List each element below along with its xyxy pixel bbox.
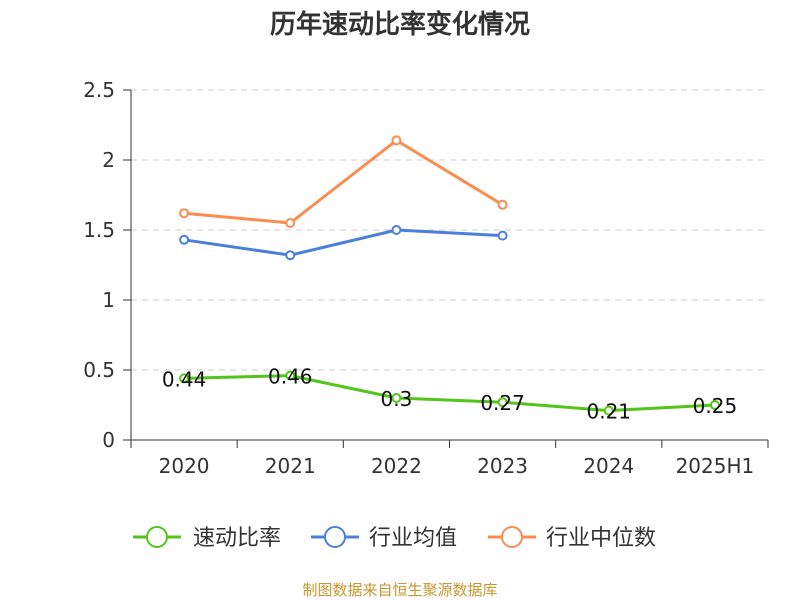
y-tick-label: 1 — [102, 288, 115, 312]
data-point[interactable] — [391, 225, 402, 235]
data-point[interactable] — [179, 373, 190, 384]
data-point[interactable] — [285, 370, 296, 381]
data-point[interactable] — [497, 230, 508, 241]
legend-label: 速动比率 — [193, 526, 281, 551]
series-line-1 — [183, 228, 503, 257]
x-tick-label: 2025H1 — [676, 454, 755, 478]
y-tick-label: 2 — [102, 148, 115, 172]
y-tick-label: 0.5 — [83, 358, 115, 382]
axes: 0 0.5 1 1.5 2 2.5 2020 2021 2022 2023 2024 2025H1 — [83, 78, 769, 478]
data-point[interactable] — [391, 135, 402, 146]
data-label: 0.27 — [480, 391, 525, 415]
legend-swatch-marker — [501, 526, 523, 548]
data-labels: 0.44 0.46 0.3 0.27 0.21 0.25 — [162, 365, 737, 424]
data-point[interactable] — [497, 199, 508, 210]
data-label: 0.21 — [586, 400, 631, 424]
legend-label: 行业均值 — [369, 526, 457, 551]
legend[interactable]: 速动比率 行业均值 行业中位数 — [133, 526, 656, 551]
gridlines — [131, 89, 768, 371]
x-tick-label: 2020 — [159, 454, 210, 478]
series-line-0 — [184, 374, 715, 413]
data-point[interactable] — [179, 234, 190, 245]
legend-item[interactable]: 行业中位数 — [488, 526, 656, 551]
data-point[interactable] — [391, 393, 402, 403]
data-label: 0.46 — [268, 365, 313, 389]
chart-title: 历年速动比率变化情况 — [270, 9, 530, 40]
data-point[interactable] — [497, 397, 508, 408]
legend-swatch-marker — [146, 526, 168, 548]
source-footer: 制图数据来自恒生聚源数据库 — [302, 581, 497, 599]
data-label: 0.3 — [381, 387, 413, 411]
data-point[interactable] — [709, 400, 720, 410]
x-tick-label: 2024 — [583, 454, 634, 478]
x-tick-label: 2021 — [265, 454, 316, 478]
y-tick-label: 0 — [102, 428, 115, 452]
legend-item[interactable]: 行业均值 — [311, 526, 457, 551]
data-point[interactable] — [179, 208, 190, 219]
legend-item[interactable]: 速动比率 — [133, 526, 281, 551]
series-line-2 — [183, 138, 504, 225]
y-tick-label: 1.5 — [83, 218, 115, 242]
legend-label: 行业中位数 — [546, 526, 656, 551]
x-tick-label: 2022 — [371, 454, 422, 478]
data-label: 0.25 — [693, 394, 738, 418]
data-point[interactable] — [285, 250, 296, 261]
legend-swatch-marker — [324, 526, 346, 548]
data-label: 0.44 — [162, 367, 207, 391]
data-point[interactable] — [285, 218, 296, 228]
data-point[interactable] — [603, 405, 614, 416]
series-lines — [179, 135, 720, 416]
y-tick-label: 2.5 — [83, 78, 115, 102]
x-tick-label: 2023 — [477, 454, 528, 478]
